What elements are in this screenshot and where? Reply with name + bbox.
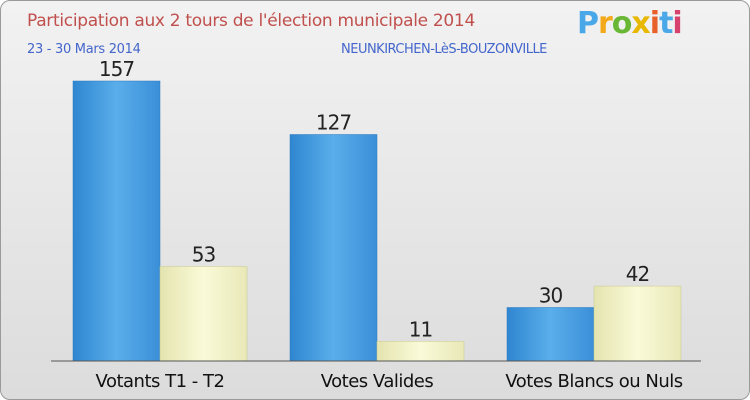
chart-title: Participation aux 2 tours de l'élection … xyxy=(27,11,475,31)
bar-tour2 xyxy=(593,285,682,362)
category-label: Votes Blancs ou Nuls xyxy=(505,371,682,392)
commune-name: NEUNKIRCHEN-LèS-BOUZONVILLE xyxy=(341,42,547,57)
data-label: 30 xyxy=(539,283,563,307)
proxiti-logo: Proxiti xyxy=(577,6,683,41)
data-label: 127 xyxy=(316,111,351,135)
logo-letter: o xyxy=(611,6,633,41)
bar-tour1 xyxy=(72,80,161,362)
data-label: 11 xyxy=(409,317,432,341)
bar-tour1 xyxy=(506,307,595,362)
category-label: Votants T1 - T2 xyxy=(96,371,225,392)
logo-letter: P xyxy=(577,6,599,41)
logo-letter: r xyxy=(598,6,613,41)
logo-letter: i xyxy=(672,6,682,41)
category-label: Votes Valides xyxy=(321,371,434,392)
bar-tour1 xyxy=(289,134,378,362)
data-label: 53 xyxy=(192,242,216,266)
date-range: 23 - 30 Mars 2014 xyxy=(27,42,141,57)
logo-letter: i xyxy=(649,6,660,41)
logo-letter: x xyxy=(631,6,650,41)
data-label: 157 xyxy=(99,57,134,81)
bar-tour2 xyxy=(376,341,465,362)
data-label: 42 xyxy=(626,262,649,286)
bar-tour2 xyxy=(159,266,248,362)
logo-letter: t xyxy=(659,6,673,41)
